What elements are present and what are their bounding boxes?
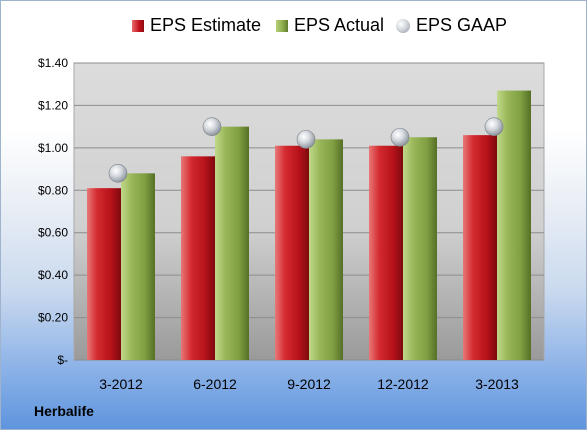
marker-eps-gaap — [390, 127, 410, 147]
marker-eps-gaap — [108, 164, 128, 183]
marker-eps-gaap — [202, 117, 222, 136]
y-tick-label: $1.00 — [38, 141, 68, 155]
y-tick-label: $0.40 — [38, 268, 68, 282]
x-tick-label: 9-2012 — [287, 376, 331, 392]
marker-eps-gaap — [296, 130, 316, 149]
x-tick-label: 3-2012 — [99, 376, 143, 392]
legend-label-eps-estimate: EPS Estimate — [150, 15, 262, 35]
legend-item-eps-actual: EPS Actual — [276, 15, 384, 36]
bar-eps-estimate — [181, 156, 215, 360]
legend-item-eps-estimate: EPS Estimate — [132, 15, 261, 36]
bar-eps-estimate — [87, 188, 121, 360]
legend-item-eps-gaap: EPS GAAP — [396, 15, 507, 36]
legend-label-eps-gaap: EPS GAAP — [416, 15, 508, 35]
y-tick-label: $0.80 — [38, 183, 68, 197]
y-tick-label: $0.60 — [38, 226, 68, 240]
company-name: Herbalife — [34, 403, 94, 419]
legend-swatch-eps-estimate — [132, 19, 144, 32]
y-axis-ticks: $- $0.20 $0.40 $0.60 $0.80 $1.00 $1.20 $1.40 — [38, 56, 68, 367]
legend: EPS Estimate EPS Actual EPS GAAP — [1, 15, 586, 43]
bar-eps-estimate — [275, 145, 309, 360]
bars — [87, 90, 531, 361]
marker-eps-gaap — [484, 117, 504, 136]
y-tick-label: $1.20 — [38, 98, 68, 112]
bar-eps-actual — [121, 173, 155, 360]
bar-eps-actual — [403, 137, 437, 360]
legend-swatch-eps-actual — [276, 19, 288, 32]
y-tick-label: $- — [57, 353, 68, 367]
gaap-markers — [108, 117, 504, 183]
y-tick-label: $0.20 — [38, 311, 68, 325]
x-tick-label: 6-2012 — [193, 376, 237, 392]
bar-eps-actual — [309, 139, 343, 360]
legend-label-eps-actual: EPS Actual — [294, 15, 385, 35]
legend-swatch-eps-gaap — [396, 18, 410, 33]
bar-eps-actual — [215, 126, 249, 361]
bar-eps-estimate — [369, 145, 403, 360]
x-tick-label: 3-2013 — [475, 376, 519, 392]
y-tick-label: $1.40 — [38, 56, 68, 70]
bar-eps-actual — [497, 90, 531, 360]
x-tick-label: 12-2012 — [377, 376, 429, 392]
bar-eps-estimate — [463, 135, 497, 360]
x-axis-ticks: 3-2012 6-2012 9-2012 12-2012 3-2013 — [99, 376, 519, 392]
